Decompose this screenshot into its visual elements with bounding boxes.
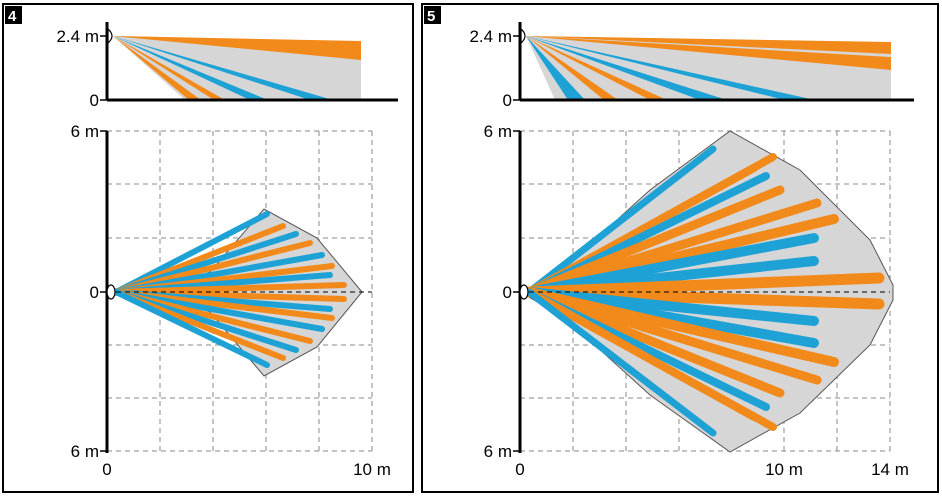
beam-blue [525, 288, 717, 437]
panel-4-side-view: 2.4 m 0 [56, 22, 398, 110]
side-height-label: 2.4 m [469, 27, 512, 46]
panel-4-badge [5, 6, 22, 24]
panel-5-badge [424, 6, 441, 24]
x-mid-label: 10 m [765, 460, 803, 479]
top-pos-label: 6 m [484, 122, 512, 141]
side-beam-orange [113, 36, 225, 100]
side-beam-blue [113, 36, 333, 100]
top-grid [107, 130, 373, 452]
top-neg-label: 6 m [71, 442, 99, 461]
x-range-label: 10 m [353, 460, 391, 479]
side-detector-icon [107, 27, 113, 45]
beam-blue [113, 289, 270, 368]
x-range-label: 14 m [871, 460, 909, 479]
top-detector-icon [519, 284, 529, 300]
side-beam-orange [526, 36, 891, 70]
panel-4: 4 2.4 m 0 [2, 3, 414, 493]
panel-4-top-view: 6 m 0 6 m 0 10 m [71, 122, 391, 479]
top-zero-label: 0 [90, 283, 99, 302]
panel-5-side-view: 2.4 m 0 [469, 22, 914, 110]
side-beam-orange [526, 36, 618, 100]
panel-4-number: 4 [8, 8, 17, 25]
top-pos-label: 6 m [71, 122, 99, 141]
side-beam-blue [526, 36, 727, 100]
side-beam-orange [113, 36, 201, 100]
side-beam-orange [113, 36, 361, 60]
beam-blue [525, 145, 717, 296]
top-detector-icon [106, 284, 116, 300]
side-beam-orange [526, 36, 891, 54]
side-zero-label: 0 [503, 91, 512, 110]
top-zero-label: 0 [503, 283, 512, 302]
top-beams [523, 145, 885, 437]
panel-5-number: 5 [427, 8, 435, 25]
side-beam-blue [526, 36, 815, 100]
side-zero-label: 0 [90, 91, 99, 110]
side-detector-icon [520, 27, 526, 45]
panel-5-top-view: 6 m 0 6 m 0 10 m 14 m [484, 122, 909, 479]
side-beam-orange [526, 36, 667, 100]
x-origin-label: 0 [515, 460, 524, 479]
side-height-label: 2.4 m [56, 27, 99, 46]
x-origin-label: 0 [102, 460, 111, 479]
panel-5: 5 2.4 m 0 [421, 3, 939, 493]
side-beam-blue [113, 36, 268, 100]
top-neg-label: 6 m [484, 442, 512, 461]
beam-orange [525, 288, 777, 431]
top-beams [113, 211, 347, 368]
side-beam-blue [526, 36, 585, 100]
